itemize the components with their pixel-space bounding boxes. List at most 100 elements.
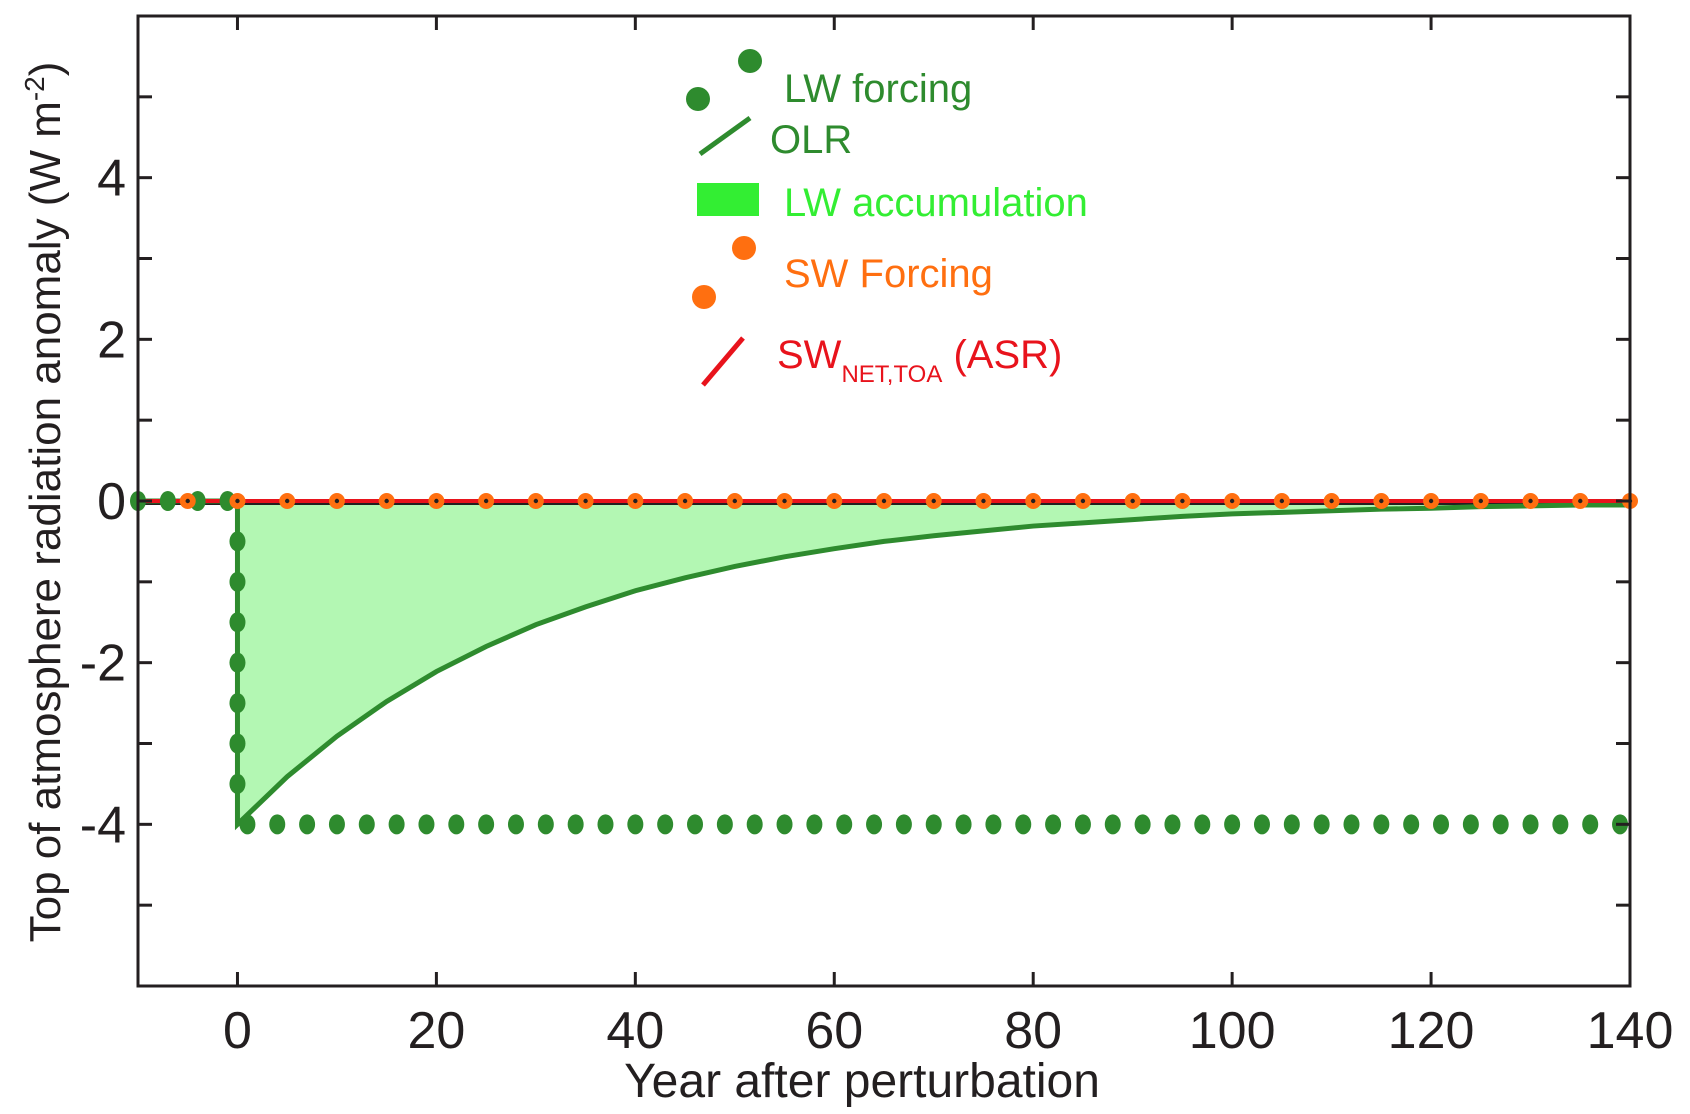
lw-forcing-point-45 (1253, 814, 1270, 835)
y-tick-label-1: 2 (97, 311, 126, 369)
lw-forcing-point-47 (1313, 814, 1330, 835)
sw-forcing-point-center-4 (384, 498, 389, 504)
x-tick-label-6: 120 (1388, 1002, 1475, 1060)
lw-forcing-point-11 (239, 814, 256, 835)
sw-forcing-point-center-12 (782, 498, 787, 504)
lw-forcing-point-19 (478, 814, 495, 835)
y-tick-labels: 4 2 0 -2 -4 (80, 150, 126, 855)
lw-forcing-point-9 (229, 733, 246, 754)
lw-forcing-point-53 (1492, 814, 1509, 835)
legend-sw-forcing-label: SW Forcing (784, 252, 993, 296)
y-tick-label-2: 0 (97, 473, 126, 531)
sw-forcing-point-center-15 (931, 498, 936, 504)
x-tick-label-0: 0 (223, 1002, 252, 1060)
legend-sw-net-swatch (701, 336, 745, 387)
lw-forcing-point-23 (597, 814, 614, 835)
y-tick-label-0: 4 (97, 150, 126, 208)
legend-sw-forcing-marker-2 (732, 236, 756, 260)
lw-forcing-point-25 (657, 814, 674, 835)
lw-forcing-point-55 (1552, 814, 1569, 835)
y-axis-title-sup: -2 (19, 76, 50, 101)
sw-forcing-point-center-13 (832, 498, 837, 504)
legend-sw-net-suffix: (ASR) (942, 333, 1062, 377)
ticks-layer (138, 16, 1632, 986)
lw-forcing-point-10 (229, 773, 246, 794)
lw-forcing-point-34 (925, 814, 942, 835)
sw-forcing-point-center-21 (1229, 498, 1235, 504)
legend-lw-accumulation-label: LW accumulation (784, 181, 1088, 225)
sw-forcing-point-center-11 (732, 498, 737, 504)
lw-forcing-point-41 (1134, 814, 1151, 835)
sw-forcing-point-center-8 (583, 498, 588, 504)
sw-forcing-point-center-19 (1130, 498, 1135, 504)
sw-forcing-point-center-1 (235, 498, 240, 504)
lw-forcing-point-31 (836, 814, 853, 835)
lw-forcing-point-21 (537, 814, 554, 835)
sw-forcing-point-center-23 (1329, 498, 1334, 504)
lw-forcing-point-35 (955, 814, 972, 835)
x-tick-label-4: 80 (1004, 1002, 1062, 1060)
lw-forcing-point-46 (1283, 814, 1300, 835)
sw-forcing-point-center-22 (1279, 498, 1285, 504)
lw-forcing-point-37 (1015, 814, 1032, 835)
x-tick-label-3: 60 (805, 1002, 863, 1060)
lw-forcing-point-50 (1403, 814, 1420, 835)
lw-forcing-point-33 (895, 814, 912, 835)
sw-forcing-point-center-28 (1578, 498, 1583, 504)
sw-forcing-point-center-20 (1180, 498, 1185, 504)
sw-forcing-point-center-14 (881, 498, 887, 504)
x-tick-label-2: 40 (606, 1002, 664, 1060)
lw-forcing-point-16 (388, 814, 405, 835)
lw-forcing-point-27 (716, 814, 733, 835)
lw-forcing-point-24 (627, 814, 644, 835)
sw-forcing-point-center-0 (185, 498, 190, 504)
legend-olr-swatch (698, 115, 752, 157)
x-tick-label-1: 20 (407, 1002, 465, 1060)
x-axis-title: Year after perturbation (624, 1055, 1100, 1108)
lw-forcing-point-54 (1522, 814, 1539, 835)
lw-accumulation-area (237, 501, 1630, 825)
y-tick-label-3: -2 (80, 635, 126, 693)
x-tick-label-5: 100 (1189, 1002, 1276, 1060)
lw-forcing-point-7 (229, 652, 246, 673)
legend-sw-net-sub: NET,TOA (841, 361, 942, 388)
sw-forcing-point-center-27 (1528, 498, 1533, 504)
lw-forcing-point-28 (746, 814, 763, 835)
lw-forcing-point-15 (358, 814, 375, 835)
markers-layer (130, 491, 1638, 835)
lw-forcing-point-18 (448, 814, 465, 835)
x-tick-label-7: 140 (1587, 1002, 1674, 1060)
sw-forcing-point-center-5 (434, 498, 439, 504)
lw-forcing-point-22 (567, 814, 584, 835)
legend-sw-forcing-marker-1 (692, 285, 716, 309)
lw-forcing-point-20 (507, 814, 524, 835)
lw-forcing-point-12 (269, 814, 286, 835)
legend-olr-label: OLR (770, 118, 852, 162)
lw-forcing-point-30 (806, 814, 823, 835)
sw-forcing-point-center-17 (1031, 498, 1036, 504)
lw-forcing-point-39 (1074, 814, 1091, 835)
sw-forcing-point-center-2 (285, 498, 290, 504)
lw-forcing-point-6 (229, 612, 246, 633)
lw-forcing-point-14 (328, 814, 345, 835)
lw-forcing-point-51 (1433, 814, 1450, 835)
y-axis-title: Top of atmosphere radiation anomaly (W m… (19, 62, 70, 943)
legend: LW forcing OLR LW accumulation SW Forcin… (686, 49, 1088, 388)
lw-forcing-point-8 (229, 693, 246, 714)
lw-forcing-point-56 (1582, 814, 1599, 835)
legend-lw-accumulation-swatch (697, 183, 759, 216)
legend-lw-forcing-label: LW forcing (784, 67, 972, 111)
lw-forcing-point-38 (1045, 814, 1062, 835)
lw-forcing-point-40 (1104, 814, 1121, 835)
sw-forcing-point-center-18 (1080, 498, 1086, 504)
y-axis-title-main: Top of atmosphere radiation anomaly (W m (21, 101, 70, 942)
legend-sw-net-main: SW (777, 333, 842, 377)
lw-forcing-point-52 (1462, 814, 1479, 835)
lw-forcing-point-44 (1224, 814, 1241, 835)
y-axis-title-close: ) (21, 62, 70, 77)
lw-forcing-point-36 (985, 814, 1002, 835)
lw-forcing-point-5 (229, 571, 246, 592)
lw-forcing-point-49 (1373, 814, 1390, 835)
sw-forcing-point-center-26 (1478, 498, 1484, 504)
